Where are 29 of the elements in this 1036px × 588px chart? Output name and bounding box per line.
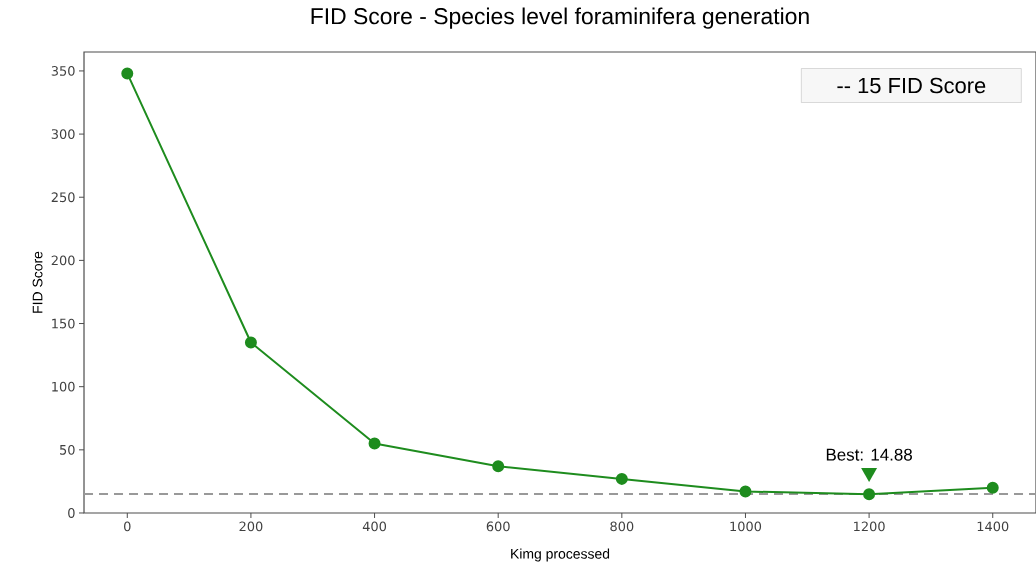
x-tick-label: 400: [362, 521, 387, 532]
x-tick-label: 0: [124, 521, 131, 532]
point: [863, 488, 876, 501]
x-axis-title: Kimg processed: [511, 548, 610, 562]
x-tick-label: 800: [610, 521, 634, 532]
point: [121, 67, 134, 80]
x-tick-label: 1400: [977, 521, 1009, 532]
annotation: Best: 14.88: [826, 448, 912, 461]
y-tick-label: 200: [51, 255, 75, 266]
y-tick-label: 0: [68, 508, 75, 518]
x-tick-label: 1200: [854, 521, 885, 532]
point: [739, 485, 752, 498]
y-tick-label: 100: [52, 381, 75, 392]
y-axis-title: FID Score: [32, 251, 43, 313]
point: [244, 336, 257, 349]
x-tick-label: 600: [486, 521, 510, 532]
chart-title: FID Score - Species level foraminifera generation: [311, 7, 809, 29]
x-tick-label: 200: [239, 521, 263, 532]
y-tick-label: 50: [60, 444, 75, 455]
point: [615, 472, 628, 485]
point: [492, 460, 505, 473]
point: [368, 437, 381, 450]
y-tick-label: 250: [51, 192, 75, 203]
y-tick-label: 350: [51, 66, 75, 76]
y-tick-label: 300: [51, 129, 75, 139]
point: [986, 481, 999, 494]
y-tick-label: 150: [52, 318, 75, 329]
annotation: -- 15 FID Score: [837, 77, 986, 94]
x-tick-label: 1000: [730, 521, 762, 532]
